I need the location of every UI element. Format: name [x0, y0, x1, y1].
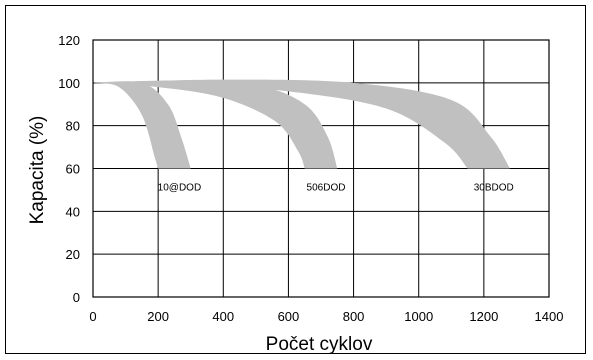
band-labels: 10@DOD 506DOD 30BDOD — [158, 183, 514, 194]
y-tick-label: 0 — [73, 290, 80, 305]
y-tick-labels: 0 20 40 60 80 100 120 — [58, 33, 80, 305]
plot-border — [92, 39, 550, 298]
x-tick-label: 400 — [212, 309, 234, 324]
x-axis-title: Počet cyklov — [266, 334, 373, 355]
capacity-band-3 — [93, 79, 510, 169]
x-tick-label: 200 — [147, 309, 169, 324]
y-tick-label: 20 — [66, 247, 80, 262]
x-tick-label: 0 — [89, 309, 96, 324]
x-tick-label: 600 — [278, 309, 300, 324]
band-label-2: 506DOD — [307, 183, 346, 194]
capacity-bands — [93, 79, 510, 169]
plot-area-border — [92, 39, 550, 298]
x-tick-label: 800 — [343, 309, 365, 324]
y-tick-label: 80 — [66, 119, 80, 134]
x-tick-label: 1400 — [535, 309, 564, 324]
y-tick-label: 100 — [58, 76, 80, 91]
x-tick-labels: 0 200 400 600 800 1000 1200 1400 — [89, 309, 563, 324]
capacity-band-1 — [93, 81, 191, 169]
x-tick-label: 1000 — [404, 309, 433, 324]
y-axis-title: Kapacita (%) — [27, 116, 48, 225]
y-tick-label: 60 — [66, 162, 80, 177]
y-tick-label: 120 — [58, 33, 80, 48]
chart-frame — [5, 5, 586, 354]
band-label-3: 30BDOD — [474, 183, 514, 194]
x-tick-label: 1200 — [469, 309, 498, 324]
y-tick-label: 40 — [66, 204, 80, 219]
capacity-band-2 — [93, 80, 338, 169]
band-label-1: 10@DOD — [158, 183, 202, 194]
